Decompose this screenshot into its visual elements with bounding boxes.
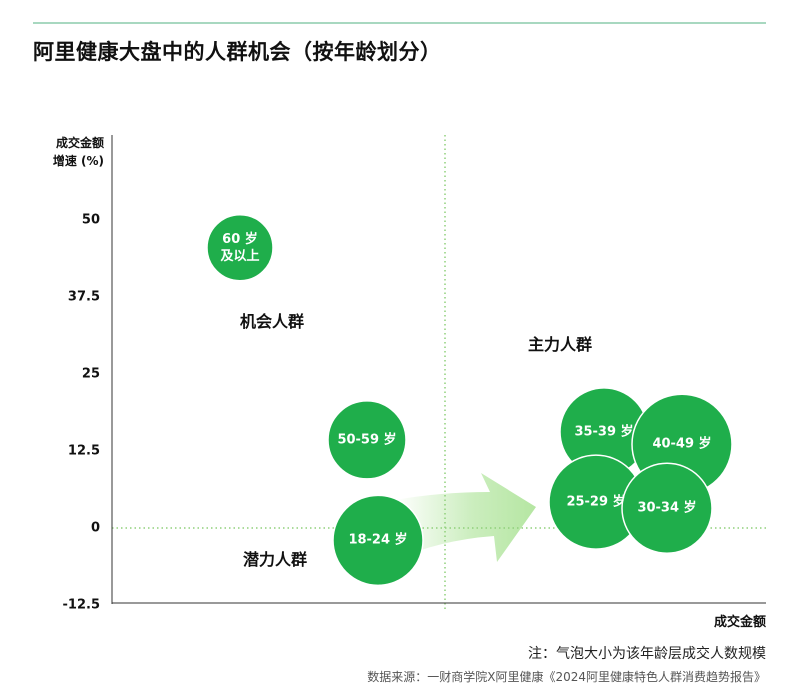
bubble-6 xyxy=(621,462,713,555)
bubble-label-line1: 60 岁 xyxy=(222,231,258,247)
y-tick-label: 25 xyxy=(81,366,100,382)
trend-arrow xyxy=(395,473,536,562)
chart-note: 注：气泡大小为该年龄层成交人数规模 xyxy=(528,646,766,662)
bubble-1 xyxy=(327,400,407,480)
bubble-label-line1: 30-34 岁 xyxy=(637,500,697,516)
y-tick-label: 12.5 xyxy=(67,443,100,459)
bubble-label: 50-59 岁 xyxy=(337,431,396,448)
y-tick-label: 50 xyxy=(81,212,100,228)
bubble-label-line1: 35-39 岁 xyxy=(574,424,634,440)
bubble-label: 35-39 岁 xyxy=(574,423,633,440)
y-tick-label: 0 xyxy=(90,520,100,536)
data-source: 数据来源：一财商学院X阿里健康《2024阿里健康特色人群消费趋势报告》 xyxy=(367,670,766,684)
top-divider xyxy=(33,22,766,24)
chart-title: 阿里健康大盘中的人群机会（按年龄划分） xyxy=(33,40,442,64)
y-tick-label: -12.5 xyxy=(62,597,100,613)
quadrant-label-opportunity: 机会人群 xyxy=(239,312,305,331)
bubble-label: 25-29 岁 xyxy=(566,494,625,511)
quadrant-label-main: 主力人群 xyxy=(527,335,593,354)
bubble-2 xyxy=(332,494,424,587)
bubble-label: 30-34 岁 xyxy=(637,500,696,517)
bubble-label-line1: 50-59 岁 xyxy=(337,432,397,448)
bubble-0 xyxy=(206,213,274,282)
y-axis-title-line1: 成交金额 xyxy=(55,136,104,150)
bubble-label: 18-24 岁 xyxy=(348,532,407,549)
bubble-label: 60 岁及以上 xyxy=(220,231,259,265)
bubble-label-line1: 18-24 岁 xyxy=(348,532,408,548)
y-axis-title-line2: 增速 (%) xyxy=(52,154,104,168)
y-axis-title: 成交金额 增速 (%) xyxy=(30,134,104,170)
quadrant-label-potential: 潜力人群 xyxy=(242,550,308,569)
bubble-label-line2: 及以上 xyxy=(220,248,260,264)
bubble-label-line1: 40-49 岁 xyxy=(652,436,712,452)
y-tick-label: 37.5 xyxy=(67,289,100,305)
bubble-label-line1: 25-29 岁 xyxy=(566,494,626,510)
x-axis-title: 成交金额 xyxy=(713,615,766,630)
bubble-label: 40-49 岁 xyxy=(652,436,711,453)
